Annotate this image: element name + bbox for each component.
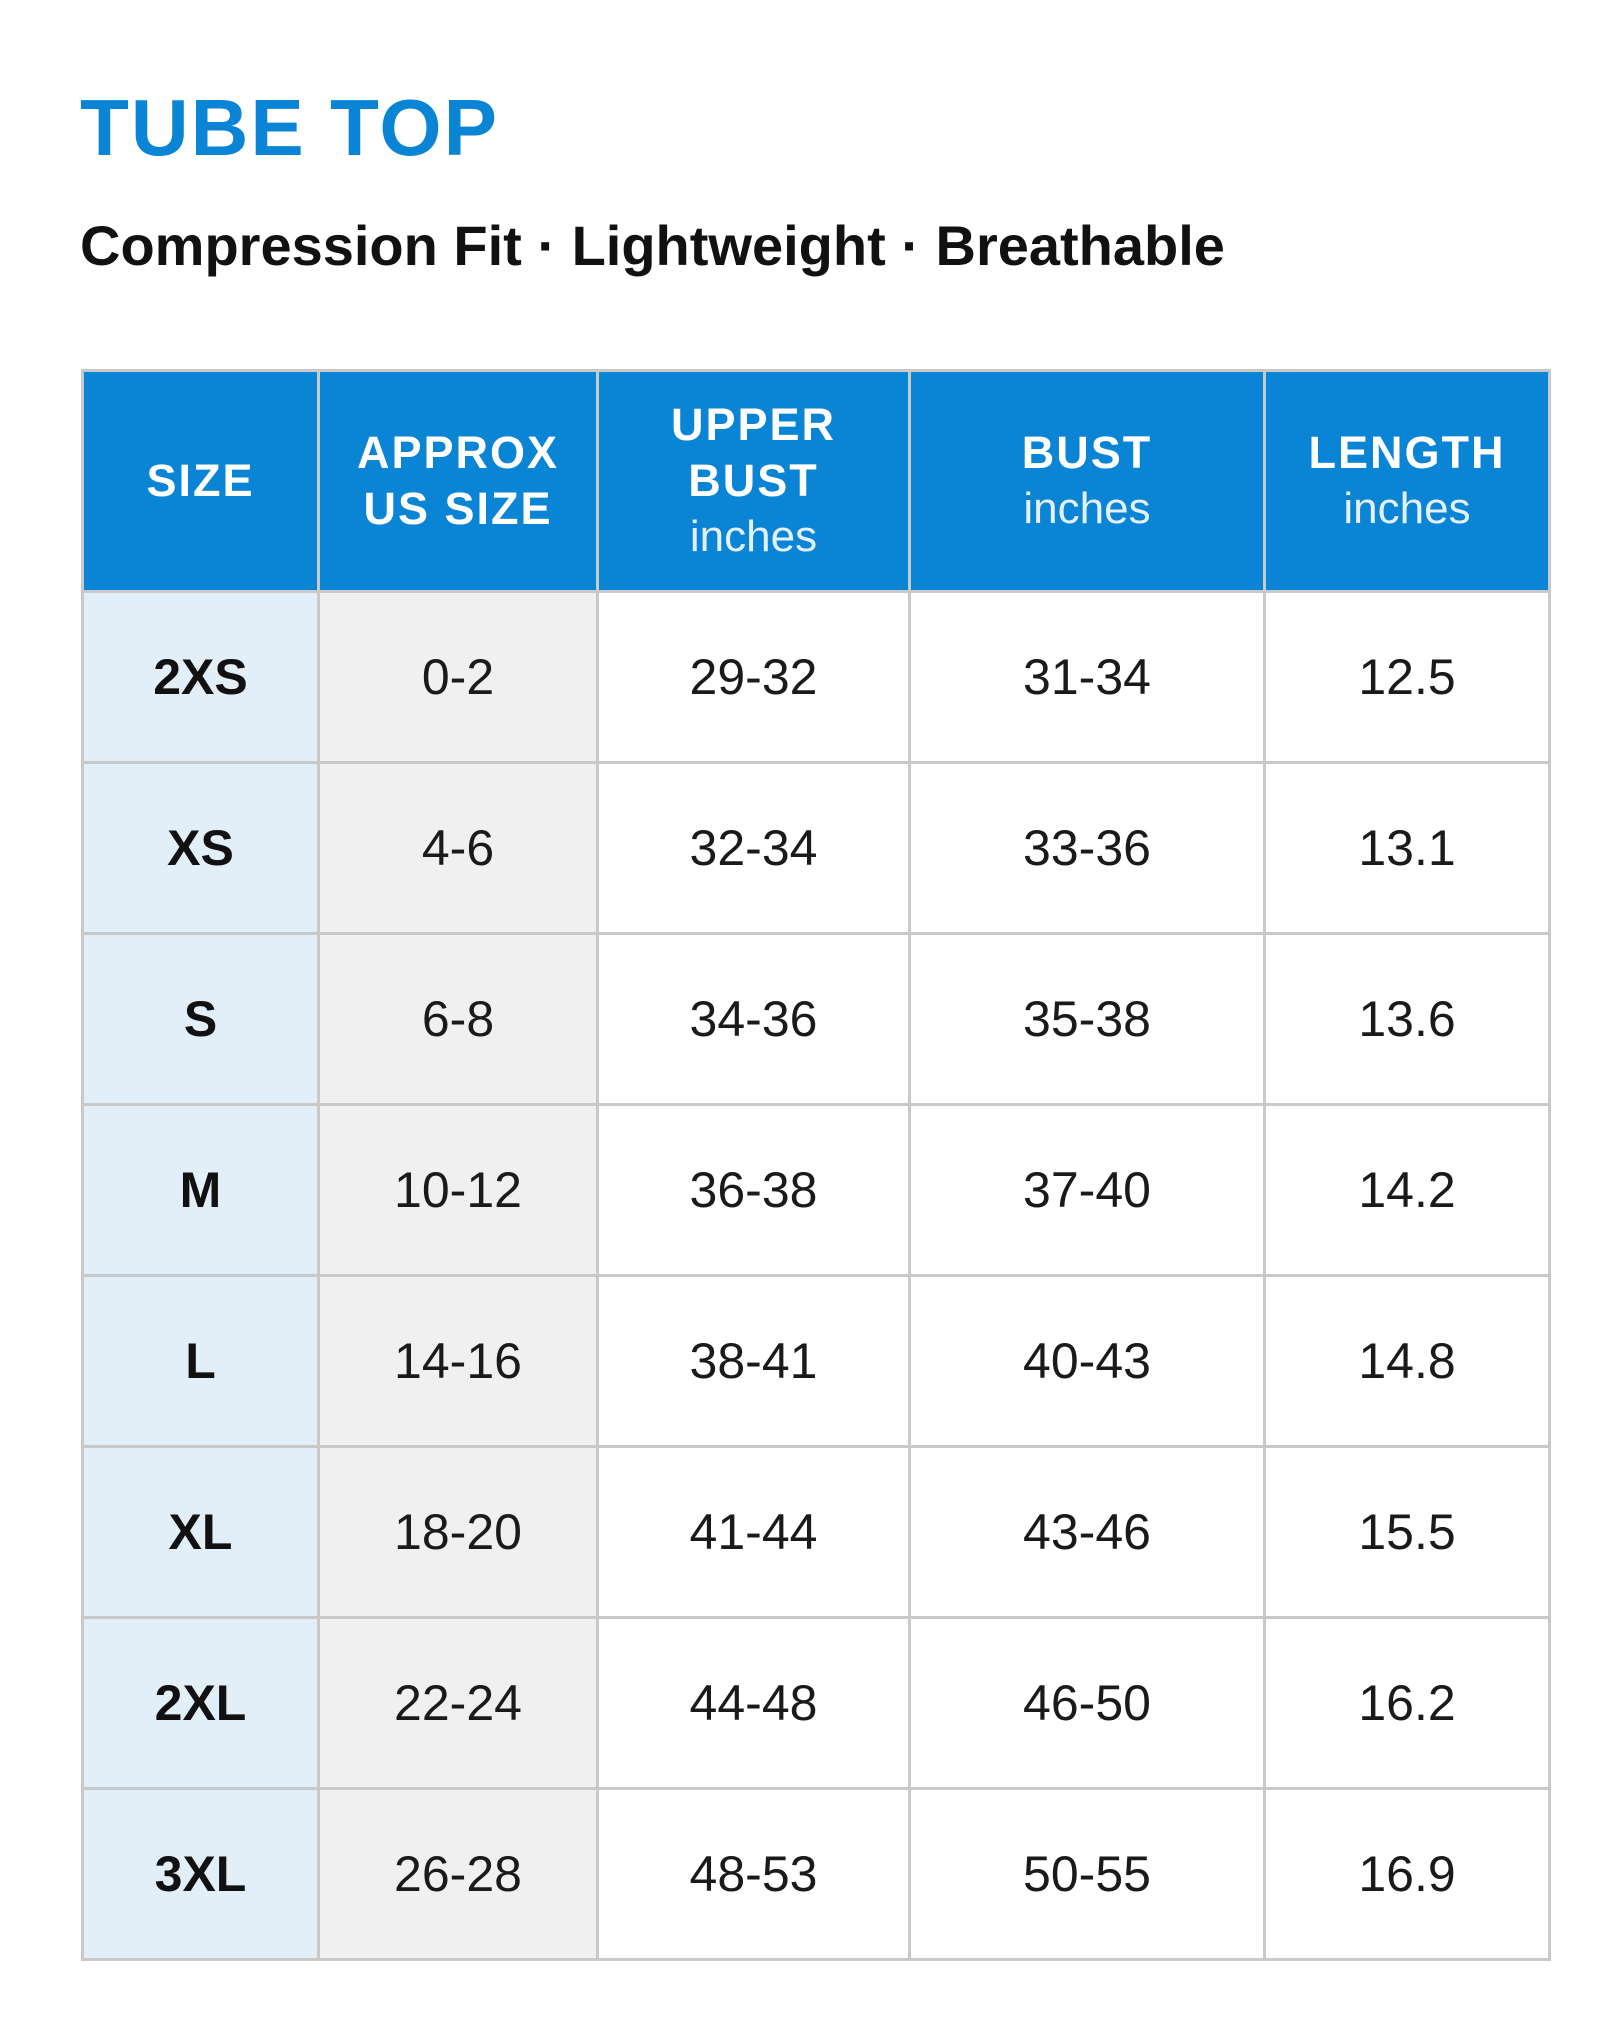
bust-cell: 43-46 bbox=[908, 1445, 1266, 1619]
upper-bust-cell: 29-32 bbox=[596, 590, 911, 764]
size-cell: L bbox=[81, 1274, 320, 1448]
upper-bust-cell: 38-41 bbox=[596, 1274, 911, 1448]
size-chart-body: 2XS 0-2 29-32 31-34 12.5 XS 4-6 32-34 33… bbox=[81, 590, 1551, 1961]
us-size-cell: 0-2 bbox=[317, 590, 599, 764]
us-size-cell: 10-12 bbox=[317, 1103, 599, 1277]
size-cell: 2XS bbox=[81, 590, 320, 764]
length-cell: 13.1 bbox=[1263, 761, 1551, 935]
bust-cell: 33-36 bbox=[908, 761, 1266, 935]
size-cell: M bbox=[81, 1103, 320, 1277]
size-cell: 3XL bbox=[81, 1787, 320, 1961]
bust-cell: 31-34 bbox=[908, 590, 1266, 764]
table-row: 3XL 26-28 48-53 50-55 16.9 bbox=[81, 1787, 1551, 1961]
bust-cell: 37-40 bbox=[908, 1103, 1266, 1277]
table-row: XL 18-20 41-44 43-46 15.5 bbox=[81, 1445, 1551, 1619]
bust-cell: 50-55 bbox=[908, 1787, 1266, 1961]
header-length-unit: inches bbox=[1343, 484, 1471, 533]
size-cell: S bbox=[81, 932, 320, 1106]
us-size-cell: 18-20 bbox=[317, 1445, 599, 1619]
table-row: S 6-8 34-36 35-38 13.6 bbox=[81, 932, 1551, 1106]
length-cell: 16.9 bbox=[1263, 1787, 1551, 1961]
header-size-label: SIZE bbox=[146, 455, 255, 506]
us-size-cell: 6-8 bbox=[317, 932, 599, 1106]
table-row: 2XL 22-24 44-48 46-50 16.2 bbox=[81, 1616, 1551, 1790]
upper-bust-cell: 36-38 bbox=[596, 1103, 911, 1277]
header-upper-bust: UPPER BUST inches bbox=[596, 369, 911, 593]
table-row: XS 4-6 32-34 33-36 13.1 bbox=[81, 761, 1551, 935]
bust-cell: 40-43 bbox=[908, 1274, 1266, 1448]
size-chart-table: SIZE APPROX US SIZE UPPER BUST inches BU… bbox=[81, 369, 1551, 1961]
table-row: 2XS 0-2 29-32 31-34 12.5 bbox=[81, 590, 1551, 764]
header-bust: BUST inches bbox=[908, 369, 1266, 593]
length-cell: 16.2 bbox=[1263, 1616, 1551, 1790]
size-cell: 2XL bbox=[81, 1616, 320, 1790]
size-cell: XS bbox=[81, 761, 320, 935]
header-approx-us-size-line-2: US SIZE bbox=[363, 483, 553, 534]
length-cell: 14.8 bbox=[1263, 1274, 1551, 1448]
header-approx-us-size: APPROX US SIZE bbox=[317, 369, 599, 593]
us-size-cell: 14-16 bbox=[317, 1274, 599, 1448]
header-size: SIZE bbox=[81, 369, 320, 593]
header-bust-label: BUST bbox=[1021, 427, 1153, 478]
page-subtitle: Compression Fit · Lightweight · Breathab… bbox=[80, 214, 1225, 277]
upper-bust-cell: 41-44 bbox=[596, 1445, 911, 1619]
upper-bust-cell: 48-53 bbox=[596, 1787, 911, 1961]
header-row: SIZE APPROX US SIZE UPPER BUST inches BU… bbox=[81, 369, 1551, 593]
header-bust-unit: inches bbox=[1023, 484, 1151, 533]
table-row: M 10-12 36-38 37-40 14.2 bbox=[81, 1103, 1551, 1277]
size-chart-header: SIZE APPROX US SIZE UPPER BUST inches BU… bbox=[81, 369, 1551, 593]
header-approx-us-size-line-1: APPROX bbox=[356, 427, 560, 478]
header-length: LENGTH inches bbox=[1263, 369, 1551, 593]
upper-bust-cell: 32-34 bbox=[596, 761, 911, 935]
us-size-cell: 22-24 bbox=[317, 1616, 599, 1790]
page-title: TUBE TOP bbox=[80, 83, 500, 172]
length-cell: 14.2 bbox=[1263, 1103, 1551, 1277]
length-cell: 12.5 bbox=[1263, 590, 1551, 764]
us-size-cell: 26-28 bbox=[317, 1787, 599, 1961]
header-length-label: LENGTH bbox=[1308, 427, 1506, 478]
upper-bust-cell: 34-36 bbox=[596, 932, 911, 1106]
bust-cell: 35-38 bbox=[908, 932, 1266, 1106]
length-cell: 13.6 bbox=[1263, 932, 1551, 1106]
bust-cell: 46-50 bbox=[908, 1616, 1266, 1790]
header-upper-bust-unit: inches bbox=[689, 512, 818, 561]
table-row: L 14-16 38-41 40-43 14.8 bbox=[81, 1274, 1551, 1448]
header-upper-bust-line-1: UPPER bbox=[670, 399, 837, 450]
length-cell: 15.5 bbox=[1263, 1445, 1551, 1619]
upper-bust-cell: 44-48 bbox=[596, 1616, 911, 1790]
us-size-cell: 4-6 bbox=[317, 761, 599, 935]
size-cell: XL bbox=[81, 1445, 320, 1619]
header-upper-bust-line-2: BUST bbox=[688, 455, 819, 506]
